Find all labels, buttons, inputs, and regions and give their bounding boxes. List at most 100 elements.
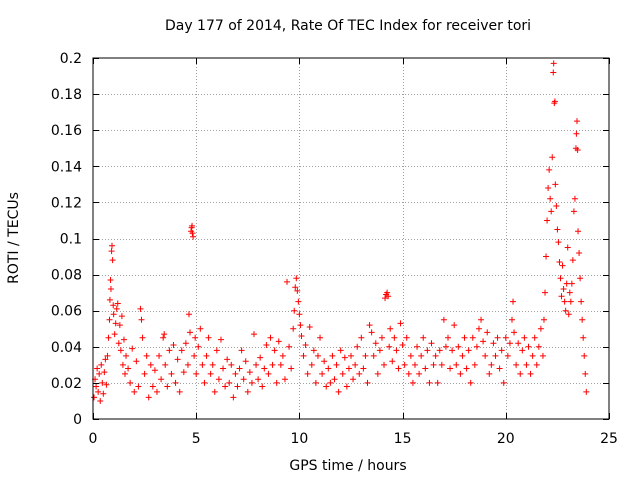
data-point bbox=[106, 296, 113, 303]
data-point bbox=[215, 376, 222, 383]
data-point bbox=[277, 361, 284, 368]
data-point bbox=[339, 370, 346, 377]
data-point bbox=[393, 347, 400, 354]
data-point bbox=[174, 356, 181, 363]
data-point bbox=[182, 340, 189, 347]
data-point bbox=[298, 332, 305, 339]
data-point bbox=[149, 383, 156, 390]
data-point bbox=[279, 352, 286, 359]
data-point bbox=[296, 311, 303, 318]
data-point bbox=[288, 365, 295, 372]
data-point bbox=[506, 340, 513, 347]
data-point bbox=[545, 184, 552, 191]
data-point bbox=[544, 217, 551, 224]
data-point bbox=[291, 307, 298, 314]
data-point bbox=[547, 195, 554, 202]
data-point bbox=[442, 343, 449, 350]
data-point bbox=[110, 302, 117, 309]
data-point bbox=[582, 370, 589, 377]
data-point bbox=[220, 365, 227, 372]
data-point bbox=[508, 316, 515, 323]
y-tick-label: 0.02 bbox=[51, 376, 82, 392]
data-point bbox=[566, 289, 573, 296]
data-point bbox=[554, 226, 561, 233]
data-point bbox=[559, 262, 566, 269]
data-point bbox=[203, 352, 210, 359]
data-point bbox=[492, 352, 499, 359]
data-point bbox=[217, 336, 224, 343]
data-point bbox=[286, 343, 293, 350]
data-point bbox=[551, 98, 558, 105]
data-point bbox=[193, 370, 200, 377]
data-point bbox=[569, 257, 576, 264]
data-point bbox=[364, 379, 371, 386]
data-point bbox=[125, 365, 132, 372]
grid bbox=[93, 58, 609, 419]
data-point bbox=[323, 383, 330, 390]
data-point bbox=[372, 340, 379, 347]
data-point bbox=[267, 334, 274, 341]
data-point bbox=[213, 347, 220, 354]
data-point bbox=[570, 208, 577, 215]
data-point bbox=[137, 305, 144, 312]
data-point bbox=[482, 352, 489, 359]
data-point bbox=[376, 347, 383, 354]
y-tick-label: 0.2 bbox=[60, 51, 82, 67]
x-tick-label: 15 bbox=[394, 431, 412, 447]
data-point bbox=[576, 249, 583, 256]
data-point bbox=[354, 343, 361, 350]
data-point bbox=[467, 379, 474, 386]
data-point bbox=[430, 361, 437, 368]
data-point bbox=[306, 323, 313, 330]
data-point bbox=[494, 334, 501, 341]
data-point bbox=[110, 311, 117, 318]
data-point bbox=[473, 343, 480, 350]
data-point bbox=[180, 369, 187, 376]
data-point bbox=[405, 370, 412, 377]
data-point bbox=[172, 379, 179, 386]
data-point bbox=[348, 352, 354, 359]
data-point bbox=[100, 390, 107, 397]
data-point bbox=[424, 347, 431, 354]
data-point bbox=[317, 334, 324, 341]
data-point bbox=[498, 347, 505, 354]
data-point bbox=[255, 376, 262, 383]
data-point bbox=[191, 352, 198, 359]
data-point bbox=[556, 258, 563, 265]
data-point bbox=[253, 361, 260, 368]
data-point bbox=[581, 352, 588, 359]
data-series-roti bbox=[91, 60, 590, 404]
data-point bbox=[550, 60, 557, 67]
data-point bbox=[422, 365, 429, 372]
data-point bbox=[107, 277, 114, 284]
data-point bbox=[197, 325, 204, 332]
data-point bbox=[345, 365, 352, 372]
data-point bbox=[93, 383, 100, 390]
data-point bbox=[112, 320, 119, 327]
data-point bbox=[187, 329, 194, 336]
data-point bbox=[102, 356, 109, 363]
data-point bbox=[271, 347, 278, 354]
data-point bbox=[127, 379, 134, 386]
data-point bbox=[293, 275, 300, 282]
data-point bbox=[257, 354, 264, 361]
data-point bbox=[259, 383, 266, 390]
data-point bbox=[399, 341, 406, 348]
data-point bbox=[475, 325, 482, 332]
y-tick-label: 0.14 bbox=[51, 159, 82, 175]
data-point bbox=[565, 311, 572, 318]
data-point bbox=[356, 370, 363, 377]
data-point bbox=[265, 370, 272, 377]
data-point bbox=[205, 334, 212, 341]
data-point bbox=[386, 343, 393, 350]
data-point bbox=[453, 361, 460, 368]
data-point bbox=[414, 343, 421, 350]
data-point bbox=[411, 361, 418, 368]
x-tick-label: 25 bbox=[600, 431, 618, 447]
data-point bbox=[133, 358, 140, 365]
data-point bbox=[401, 361, 408, 368]
data-point bbox=[451, 322, 458, 329]
data-point bbox=[178, 347, 185, 354]
data-point bbox=[362, 352, 369, 359]
data-point bbox=[562, 307, 569, 314]
